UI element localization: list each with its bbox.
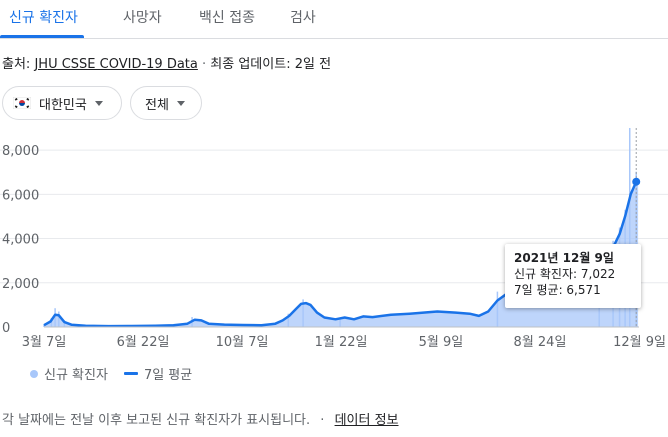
country-select-label: 대한민국 [39, 97, 87, 113]
chart-gridlines [0, 149, 668, 284]
y-tick-label: 6,000 [2, 188, 39, 203]
tab-deaths[interactable]: 사망자 [123, 10, 162, 26]
data-info-link[interactable]: 데이터 정보 [334, 413, 399, 428]
legend-average: 7일 평균 [143, 368, 193, 383]
chart-tooltip: 2021년 12월 9일 신규 확진자: 7,022 7일 평균: 6,571 [505, 244, 641, 308]
footer-note: 각 날짜에는 전날 이후 보고된 신규 확진자가 표시됩니다. · 데이터 정보 [2, 409, 399, 428]
average-area [44, 181, 639, 327]
chevron-down-icon [176, 100, 185, 106]
y-axis-ticks: 0 2,000 4,000 6,000 8,000 [2, 144, 39, 336]
y-tick-label: 0 [2, 321, 10, 336]
source-line: 출처: JHU CSSE COVID-19 Data · 최종 업데이트: 2일… [2, 53, 331, 72]
source-separator: · [202, 57, 207, 72]
tooltip-date: 2021년 12월 9일 [514, 251, 614, 265]
highlight-point[interactable] [632, 177, 641, 186]
cases-chart[interactable]: 0 2,000 4,000 6,000 8,000 3월 7일 6월 22일 10월 7일 1… [0, 128, 668, 358]
x-tick-label: 6월 22일 [117, 335, 170, 350]
x-tick-label: 1월 22일 [315, 335, 368, 350]
chart-legend: 신규 확진자 7일 평균 [30, 364, 192, 383]
tab-vaccinations[interactable]: 백신 접종 [199, 10, 255, 26]
y-tick-label: 8,000 [2, 144, 39, 159]
source-prefix: 출처: [2, 57, 31, 72]
x-tick-label: 12월 9일 [613, 335, 666, 350]
x-tick-label: 10월 7일 [216, 335, 269, 350]
source-link[interactable]: JHU CSSE COVID-19 Data [34, 57, 198, 72]
footer-separator: · [320, 413, 325, 428]
chevron-down-icon [94, 100, 103, 106]
tab-bar: 신규 확진자 사망자 백신 접종 검사 [0, 0, 668, 39]
cases-legend-dot-icon [30, 369, 38, 378]
tab-tests[interactable]: 검사 [290, 10, 316, 26]
footer-text: 각 날짜에는 전날 이후 보고된 신규 확진자가 표시됩니다. [2, 413, 311, 428]
x-tick-label: 8월 24일 [514, 335, 567, 350]
last-updated: 최종 업데이트: 2일 전 [210, 57, 332, 72]
tooltip-cases: 신규 확진자: 7,022 [514, 267, 616, 281]
y-tick-label: 2,000 [2, 277, 39, 292]
tooltip-average: 7일 평균: 6,571 [514, 283, 601, 297]
y-tick-label: 4,000 [2, 233, 39, 248]
average-legend-line-icon [123, 372, 138, 375]
x-axis-ticks: 3월 7일 6월 22일 10월 7일 1월 22일 5월 9일 8월 24일 12월 9일 [22, 335, 666, 350]
korea-flag-icon [13, 97, 31, 109]
country-select[interactable]: 대한민국 [2, 86, 122, 120]
tab-new-cases[interactable]: 신규 확진자 [9, 10, 78, 26]
legend-cases: 신규 확진자 [44, 368, 108, 383]
range-select[interactable]: 전체 [130, 86, 202, 120]
range-select-label: 전체 [145, 97, 169, 113]
x-tick-label: 5월 9일 [419, 335, 464, 350]
x-tick-label: 3월 7일 [22, 335, 67, 350]
active-tab-indicator [0, 35, 84, 38]
